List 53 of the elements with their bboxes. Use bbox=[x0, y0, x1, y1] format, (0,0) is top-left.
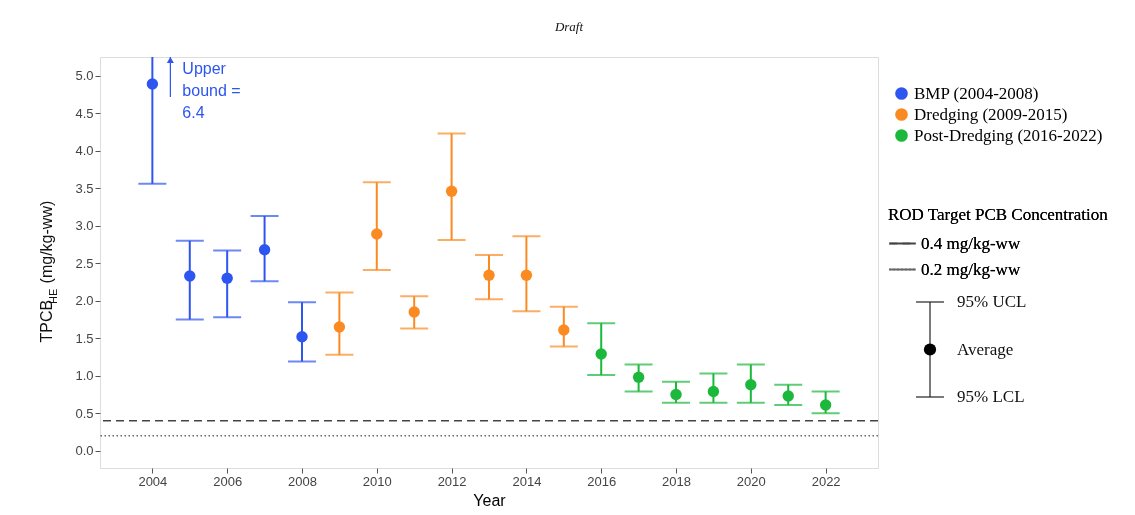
y-tick-label: 0.0 bbox=[75, 443, 94, 459]
legend-label: Dredging (2009-2015) bbox=[914, 104, 1068, 124]
point bbox=[707, 385, 720, 398]
annotation: Upper bound = 6.4 bbox=[182, 60, 241, 121]
point bbox=[558, 324, 570, 336]
x-tick-label: 2008 bbox=[288, 473, 317, 489]
y-tick-label: 0.5 bbox=[75, 405, 94, 421]
point bbox=[258, 244, 271, 256]
point bbox=[221, 272, 233, 284]
text: 95% LCL bbox=[957, 387, 1025, 406]
point bbox=[782, 390, 794, 402]
point bbox=[408, 306, 420, 318]
point bbox=[745, 379, 757, 391]
y-tick-label: 1.0 bbox=[75, 368, 94, 384]
x-tick-label: 2006 bbox=[213, 473, 243, 489]
point bbox=[371, 228, 383, 240]
legend-label: 0.2 mg/kg-ww bbox=[921, 259, 1021, 279]
text: Average bbox=[957, 339, 1014, 359]
chart-title: Draft bbox=[553, 19, 584, 34]
text: 95% UCL bbox=[957, 292, 1027, 311]
y-tick-label: 2.0 bbox=[75, 293, 94, 309]
point bbox=[146, 78, 159, 90]
x-tick-label: 2016 bbox=[587, 473, 617, 489]
x-tick-label: 2010 bbox=[362, 473, 392, 489]
point bbox=[296, 331, 308, 343]
point bbox=[184, 270, 196, 282]
x-tick-label: 2004 bbox=[138, 473, 168, 489]
y-tick-label: 2.5 bbox=[75, 255, 94, 271]
point bbox=[595, 348, 607, 360]
point bbox=[483, 269, 495, 281]
y-axis-title: TPCBHE (mg/kg-ww) bbox=[38, 200, 59, 343]
x-tick-label: 2012 bbox=[437, 473, 467, 489]
legend-label: Post-Dredging (2016-2022) bbox=[914, 125, 1103, 145]
x-tick-label: 2014 bbox=[512, 473, 542, 489]
legend-label: 0.4 mg/kg-ww bbox=[921, 233, 1021, 253]
x-axis-title: Year bbox=[473, 491, 507, 509]
x-tick-label: 2020 bbox=[736, 473, 766, 489]
point bbox=[445, 185, 458, 197]
x-tick-label: 2022 bbox=[811, 473, 841, 489]
legend-title: ROD Target PCB Concentration bbox=[888, 205, 1109, 224]
point bbox=[520, 269, 533, 281]
point bbox=[670, 388, 682, 401]
y-tick-label: 3.0 bbox=[75, 218, 94, 234]
point bbox=[632, 371, 645, 383]
point bbox=[333, 321, 346, 333]
y-tick-label: 4.5 bbox=[75, 105, 94, 121]
y-tick-label: 1.5 bbox=[75, 330, 94, 346]
y-tick-label: 5.0 bbox=[75, 68, 94, 84]
point bbox=[819, 399, 832, 411]
legend-label: BMP (2004-2008) bbox=[914, 83, 1039, 103]
x-tick-label: 2018 bbox=[662, 473, 691, 489]
y-tick-label: 3.5 bbox=[75, 180, 94, 196]
y-tick-label: 4.0 bbox=[75, 143, 94, 159]
